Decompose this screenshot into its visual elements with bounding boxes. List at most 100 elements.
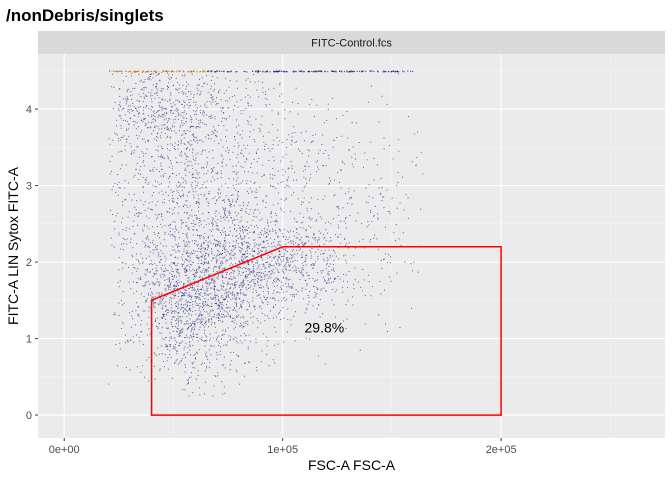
data-point [183,284,184,286]
data-point [251,190,253,192]
data-point [111,86,113,88]
data-point [194,276,196,278]
data-point [286,259,288,261]
data-point [132,226,134,228]
data-point [188,255,190,257]
data-point [218,124,220,126]
data-point [245,267,247,269]
data-point [152,300,154,302]
data-point [210,287,212,289]
data-point [218,317,220,319]
data-point [142,310,144,312]
data-point [260,251,262,253]
data-point [181,306,183,308]
data-point [134,324,136,326]
data-point [291,287,293,289]
data-point [148,245,150,247]
data-point [169,264,171,266]
data-point [262,201,264,203]
data-point [146,269,148,271]
data-point [187,260,189,262]
data-point [221,307,223,309]
data-point [185,200,187,202]
data-point [147,77,149,79]
data-point [376,238,378,240]
data-point [362,290,364,292]
data-point [235,189,237,191]
data-point [238,161,240,163]
data-point [199,177,201,179]
data-point [404,261,406,263]
data-point [129,369,131,371]
data-point [135,169,137,171]
data-point [204,193,206,195]
data-point [299,248,301,250]
data-point [185,258,187,260]
saturation-point [176,70,178,72]
data-point [164,108,166,110]
data-point [175,285,177,287]
data-point [295,271,297,273]
data-point [389,211,391,213]
data-point [172,263,174,265]
data-point [260,284,262,286]
data-point [182,116,184,118]
data-point [277,203,279,205]
data-point [176,318,178,320]
data-point [291,140,293,142]
data-point [125,119,127,121]
data-point [174,257,176,259]
data-point [185,356,186,358]
data-point [344,254,346,256]
data-point [121,109,123,111]
data-point [162,313,164,315]
data-point [422,173,424,175]
data-point [381,199,383,201]
data-point [279,84,281,86]
data-point [232,165,234,167]
data-point [286,180,288,182]
data-point [209,282,211,284]
data-point [214,323,216,325]
data-point [118,232,120,234]
data-point [241,153,243,155]
data-point [318,168,320,170]
data-point [379,193,381,195]
data-point [136,109,138,111]
data-point [182,84,184,86]
data-point [209,315,211,317]
data-point [247,233,249,235]
data-point [209,333,211,335]
data-point [275,261,277,263]
data-point [155,86,157,88]
data-point [183,130,185,132]
data-point [138,93,140,95]
data-point [283,255,285,257]
data-point [223,208,225,210]
data-point [273,279,275,281]
data-point [197,152,199,154]
data-point [198,225,200,227]
data-point [116,174,118,175]
data-point [183,304,185,306]
data-point [256,370,258,372]
data-point [196,230,198,232]
data-point [332,218,334,220]
data-point [252,279,254,281]
data-point [217,250,219,252]
data-point [197,337,199,339]
data-point [242,271,244,273]
data-point [373,237,375,239]
data-point [171,326,173,328]
data-point [191,337,193,339]
data-point [177,186,179,188]
data-point [265,236,267,238]
data-point [178,291,180,293]
data-point [142,191,144,193]
data-point [237,190,239,192]
data-point [176,82,178,84]
data-point [176,269,178,271]
data-point [280,286,282,288]
data-point [197,234,199,236]
data-point [227,327,229,329]
